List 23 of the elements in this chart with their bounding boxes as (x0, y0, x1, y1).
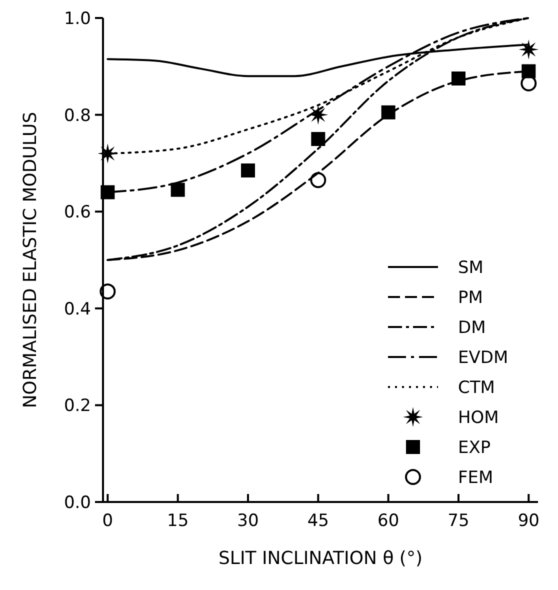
x-axis-title: SLIT INCLINATION θ (°) (218, 548, 422, 569)
x-tick-label: 15 (167, 511, 189, 531)
x-tick-label: 75 (448, 511, 470, 531)
x-tick-label: 0 (102, 511, 114, 531)
legend-label: DM (458, 318, 486, 338)
legend-label: HOM (458, 408, 499, 428)
y-tick-label: 0.0 (64, 493, 91, 513)
legend-label: SM (458, 258, 484, 278)
y-tick-label: 0.6 (64, 202, 91, 223)
y-axis-title: NORMALISED ELASTIC MODULUS (20, 112, 41, 408)
legend-label: CTM (458, 378, 495, 398)
y-tick-label: 0.2 (64, 396, 91, 416)
legend-label: EVDM (458, 348, 508, 368)
legend-label: PM (458, 288, 483, 308)
x-tick-label: 60 (378, 511, 400, 531)
legend-label: EXP (458, 438, 491, 458)
x-tick-label: 45 (307, 511, 329, 531)
legend-label: FEM (458, 468, 494, 488)
y-tick-label: 0.8 (64, 106, 91, 126)
y-tick-label: 1.0 (64, 9, 91, 29)
x-tick-label: 30 (237, 511, 259, 531)
y-tick-label: 0.4 (64, 299, 91, 320)
x-tick-label: 90 (518, 511, 540, 531)
